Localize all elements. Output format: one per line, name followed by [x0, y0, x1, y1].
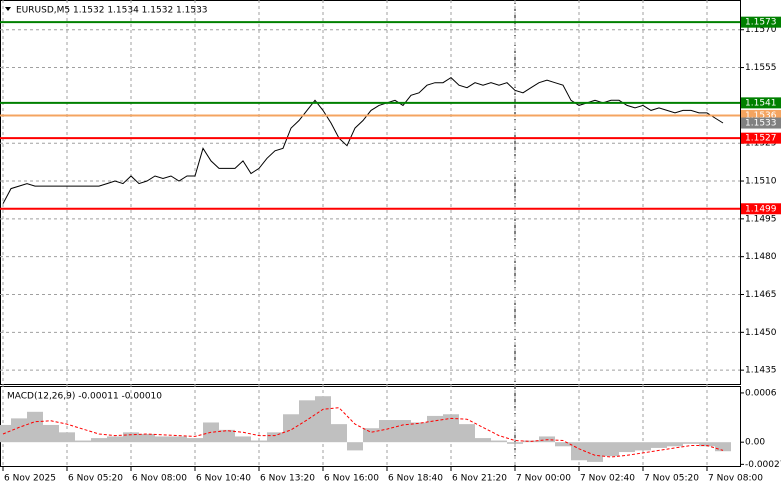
y-tick-label: 1.1570 [745, 25, 777, 35]
macd-bar [651, 442, 667, 448]
macd-bar [75, 440, 91, 443]
last-price-bg [741, 117, 781, 129]
macd-bar [507, 442, 523, 444]
macd-bar [443, 414, 459, 443]
macd-bar [27, 411, 43, 443]
macd-bar [11, 418, 27, 443]
macd-bar [283, 414, 299, 443]
macd-bar [459, 424, 475, 443]
y-tick-label: 1.1510 [745, 177, 777, 187]
x-tick-label: 6 Nov 21:20 [452, 474, 507, 484]
macd-bar [187, 438, 203, 443]
y-tick-label: 1.1465 [745, 290, 777, 300]
macd-bar [123, 432, 139, 443]
macd-bar [331, 424, 347, 443]
macd-bar [587, 442, 603, 462]
x-tick-label: 6 Nov 2025 [4, 474, 56, 484]
macd-bar [139, 433, 155, 443]
x-tick-label: 6 Nov 10:40 [196, 474, 251, 484]
x-tick-label: 7 Nov 02:40 [580, 474, 635, 484]
macd-bar [267, 432, 283, 443]
macd-bar [91, 438, 107, 443]
x-tick-label: 6 Nov 18:40 [388, 474, 443, 484]
y-tick-label: 1.1555 [745, 63, 777, 73]
macd-bar [219, 429, 235, 443]
x-tick-label: 6 Nov 08:00 [132, 474, 187, 484]
y-tick-label: 1.1480 [745, 252, 777, 262]
macd-bar [475, 438, 491, 443]
macd-bar [315, 396, 331, 443]
macd-bar [635, 442, 651, 451]
x-tick-label: 6 Nov 13:20 [260, 474, 315, 484]
x-tick-label: 6 Nov 05:20 [68, 474, 123, 484]
menu-triangle [5, 7, 11, 11]
macd-bar [171, 436, 187, 443]
macd-bar [683, 442, 699, 444]
macd-bar [363, 428, 379, 443]
macd-bar [59, 432, 75, 443]
signal-line [2, 407, 724, 458]
level-label: 1.1499 [745, 204, 777, 214]
level-label-bg [741, 203, 781, 215]
macd-bar [299, 400, 315, 443]
level-label-bg [741, 97, 781, 109]
level-label: 1.1536 [745, 111, 777, 121]
x-tick-label: 6 Nov 16:00 [324, 474, 379, 484]
macd-bar [619, 442, 635, 453]
macd-bar [699, 442, 715, 447]
x-tick-label: 7 Nov 08:00 [708, 474, 763, 484]
macd-bar [491, 440, 507, 443]
level-label-bg [741, 16, 781, 28]
macd-bar [0, 424, 11, 443]
last-price-label: 1.1533 [745, 119, 777, 129]
macd-bar [107, 436, 123, 443]
macd-bar [411, 422, 427, 443]
macd-bar [379, 420, 395, 443]
y-tick-label: 1.1435 [745, 366, 777, 376]
macd-bar [43, 424, 59, 443]
macd-bar [427, 415, 443, 443]
y-tick-label: 0.00 [745, 438, 765, 448]
macd-bar [555, 442, 571, 447]
level-label: 1.1541 [745, 98, 777, 108]
macd-title: MACD(12,26,9) -0.00011 -0.00010 [7, 392, 162, 402]
level-label: 1.1527 [745, 134, 777, 144]
y-tick-label: 1.1450 [745, 328, 777, 338]
main-frame [0, 0, 741, 385]
y-tick-label: -0.00027 [745, 460, 781, 470]
macd-bar [235, 436, 251, 443]
level-label-bg [741, 109, 781, 121]
y-tick-label: 0.0006 [745, 388, 777, 398]
macd-bar [715, 442, 731, 452]
x-tick-label: 7 Nov 05:20 [644, 474, 699, 484]
macd-bar [155, 436, 171, 443]
x-tick-label: 7 Nov 00:00 [516, 474, 571, 484]
y-tick-label: 1.1525 [745, 139, 777, 149]
chart-title: EURUSD,M5 1.1532 1.1534 1.1532 1.1533 [16, 6, 208, 16]
macd-bar [667, 442, 683, 447]
macd-bar [395, 420, 411, 443]
level-label: 1.1573 [745, 18, 777, 28]
level-label-bg [741, 132, 781, 144]
y-tick-label: 1.1495 [745, 214, 777, 224]
macd-bar [603, 442, 619, 457]
macd-bar [251, 440, 267, 443]
macd-bar [347, 442, 363, 451]
